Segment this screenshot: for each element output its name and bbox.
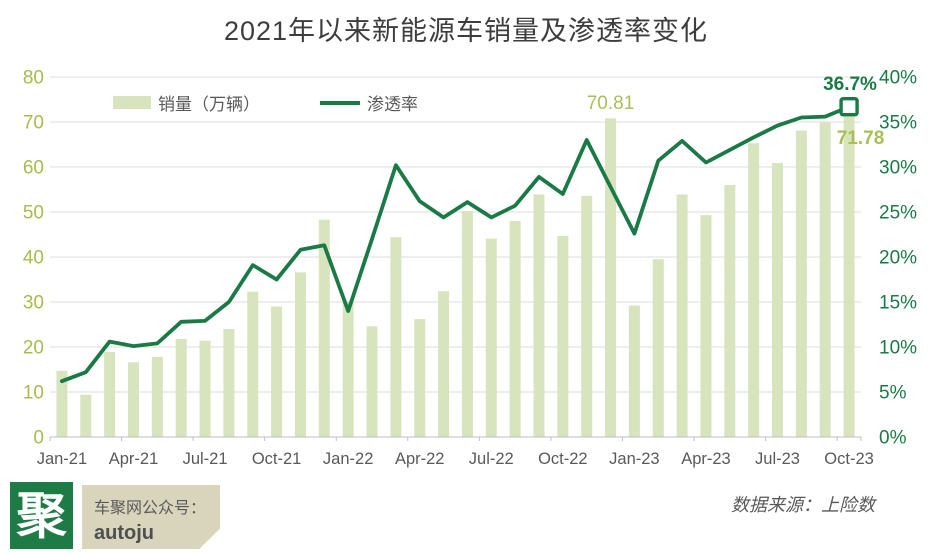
x-axis-label: Jul-22 xyxy=(469,450,514,468)
x-axis-label: Oct-23 xyxy=(824,450,874,468)
sales-bar xyxy=(772,162,784,437)
x-axis-label: Oct-21 xyxy=(252,450,302,468)
y-axis-label-right: 20% xyxy=(879,248,917,269)
sales-bar xyxy=(199,340,211,437)
y-axis-label-right: 10% xyxy=(879,338,917,359)
sales-bar xyxy=(127,362,139,437)
chart-legend: 销量（万辆） 渗透率 xyxy=(113,90,418,115)
x-axis-label: Jul-23 xyxy=(755,450,800,468)
penetration-legend-swatch xyxy=(320,100,360,105)
sales-bar xyxy=(56,370,68,437)
sales-bar xyxy=(509,221,521,437)
x-axis-label: Apr-21 xyxy=(109,450,159,468)
sales-bar xyxy=(104,351,116,437)
wechat-account-box: 车聚网公众号： autoju xyxy=(82,485,220,549)
x-axis-label: Jan-23 xyxy=(609,450,659,468)
sales-bar xyxy=(151,356,163,437)
chart-title: 2021年以来新能源车销量及渗透率变化 xyxy=(223,16,709,46)
y-axis-label-left: 40 xyxy=(23,248,44,269)
sales-bar xyxy=(652,259,664,437)
y-axis-label-right: 0% xyxy=(879,428,907,449)
sales-bar xyxy=(461,211,473,437)
autoju-logo-char: 聚 xyxy=(16,487,67,544)
y-axis-label-right: 15% xyxy=(879,293,917,314)
x-axis-label: Jan-22 xyxy=(323,450,373,468)
data-source-note: 数据来源：上险数 xyxy=(731,495,875,515)
sales-legend-label: 销量（万辆） xyxy=(158,95,260,114)
oct23-sales-annotation: 71.78 xyxy=(836,128,885,149)
sales-bar xyxy=(533,194,545,437)
x-axis-label: Apr-23 xyxy=(681,450,731,468)
sales-bar xyxy=(795,130,807,438)
sales-bar xyxy=(700,215,712,437)
sales-bar xyxy=(414,319,426,437)
sales-bar xyxy=(605,118,617,437)
y-axis-label-right: 5% xyxy=(879,383,907,404)
sales-bar xyxy=(628,305,640,437)
penetration-line xyxy=(60,104,851,384)
sales-bar xyxy=(366,326,378,437)
x-axis-label: Apr-22 xyxy=(395,450,445,468)
sales-bar xyxy=(724,185,736,437)
last-point-marker xyxy=(839,96,859,117)
sales-bar xyxy=(557,235,569,437)
y-axis-label-right: 25% xyxy=(879,203,917,224)
y-axis-label-left: 10 xyxy=(23,383,44,404)
sales-bar xyxy=(223,329,235,437)
x-axis-label: Jul-21 xyxy=(183,450,228,468)
y-axis-label-right: 30% xyxy=(879,158,917,179)
sales-bar xyxy=(581,195,593,437)
y-axis-label-left: 80 xyxy=(23,68,44,89)
sales-bar xyxy=(294,272,306,437)
y-axis-label-right: 35% xyxy=(879,113,917,134)
penetration-legend-label: 渗透率 xyxy=(367,95,418,114)
sales-bar xyxy=(438,291,450,437)
oct23-penetration-annotation: 36.7% xyxy=(823,74,877,95)
sales-bar xyxy=(843,113,855,438)
sales-bar xyxy=(271,306,283,437)
y-axis-label-left: 30 xyxy=(23,293,44,314)
wechat-account-name: autoju xyxy=(94,522,154,544)
autoju-logo: 聚 xyxy=(10,482,73,549)
dec22-sales-annotation: 70.81 xyxy=(586,93,635,114)
sales-bar xyxy=(748,143,760,437)
sales-bar xyxy=(247,291,259,437)
sales-bar xyxy=(676,194,688,437)
x-axis-label: Jan-21 xyxy=(37,450,87,468)
sales-bar xyxy=(80,394,92,437)
y-axis-label-left: 0 xyxy=(33,428,44,449)
sales-bar xyxy=(318,219,330,437)
y-axis-label-left: 70 xyxy=(23,113,44,134)
y-axis-label-left: 50 xyxy=(23,203,44,224)
sales-bar xyxy=(819,122,831,437)
y-axis-label-right: 40% xyxy=(879,68,917,89)
y-axis-label-left: 60 xyxy=(23,158,44,179)
sales-legend-swatch xyxy=(113,96,151,109)
sales-bar xyxy=(485,238,497,437)
sales-bar xyxy=(175,338,187,437)
x-axis-label: Oct-22 xyxy=(538,450,588,468)
y-axis-label-left: 20 xyxy=(23,338,44,359)
sales-bar xyxy=(342,302,354,437)
wechat-account-prefix: 车聚网公众号： xyxy=(94,500,207,517)
sales-bar xyxy=(390,237,402,437)
